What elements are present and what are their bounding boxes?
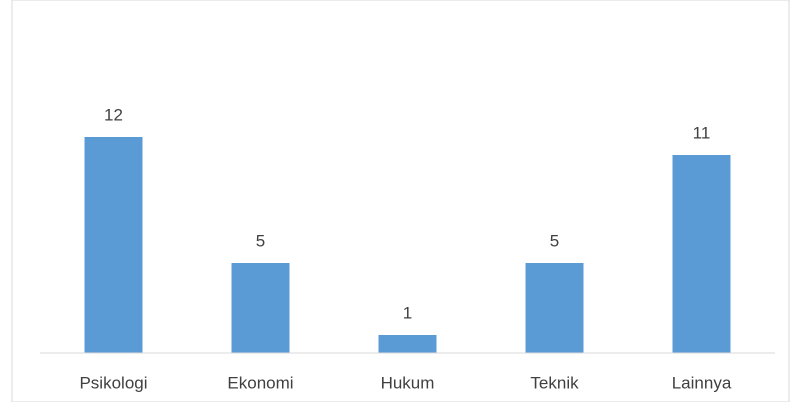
- bar: [231, 263, 290, 353]
- bar: [378, 335, 437, 353]
- x-tick-label: Ekonomi: [227, 373, 293, 392]
- x-tick-label: Teknik: [530, 373, 579, 392]
- bar: [672, 155, 731, 353]
- data-label: 5: [256, 231, 265, 250]
- x-tick-label: Psikologi: [79, 373, 147, 392]
- data-label: 5: [550, 231, 559, 250]
- bar: [84, 137, 143, 353]
- bar: [525, 263, 584, 353]
- data-label: 11: [693, 123, 711, 142]
- data-label: 1: [403, 303, 412, 322]
- x-tick-label: Hukum: [381, 373, 435, 392]
- x-tick-label: Lainnya: [672, 373, 732, 392]
- data-label: 12: [104, 105, 123, 124]
